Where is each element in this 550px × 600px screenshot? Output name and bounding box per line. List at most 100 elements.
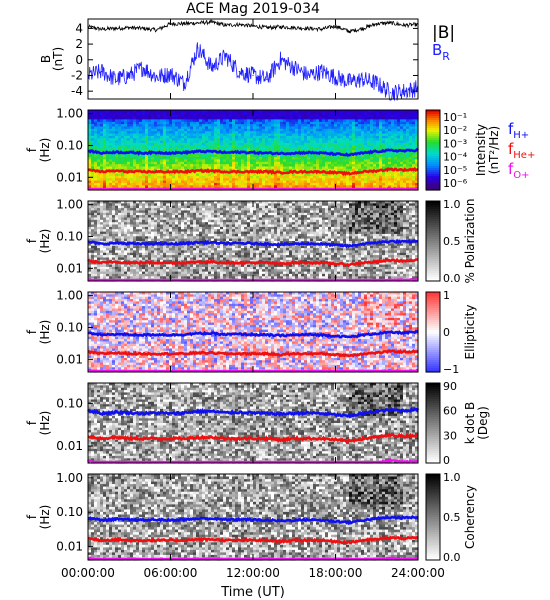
- panels: 420-2-4B(nT)|B|BR1.000.100.01f(Hz)10⁻¹10…: [25, 19, 535, 580]
- x-tick-label: 18:00:00: [309, 566, 363, 580]
- data-point-B_R: [307, 75, 308, 76]
- data-point-B_total: [197, 22, 198, 23]
- data-point-B_R: [211, 67, 212, 68]
- colorbar-tick-label: 10⁻¹: [443, 111, 467, 124]
- x-tick-label: 24:00:00: [391, 566, 445, 580]
- y-tick-label: 0: [75, 53, 83, 67]
- colorbar: 1 0 −1 Ellipticity: [426, 289, 477, 376]
- colorbar-tick-label: 0: [443, 326, 450, 339]
- colorbar-tick-label: 1.0: [443, 198, 461, 211]
- legend-B-R: BR: [432, 41, 450, 63]
- colorbar-tick-label: 10⁻⁶: [443, 177, 468, 190]
- colorbar-label: % Polarization: [463, 199, 477, 284]
- colorbar-tick-label: 30: [443, 429, 457, 442]
- data-point-B_R: [294, 67, 295, 68]
- y-tick-label: 0.01: [56, 352, 83, 366]
- colorbar-tick-label: −1: [443, 363, 459, 376]
- data-point-B_total: [156, 29, 157, 30]
- data-point-B_R: [390, 92, 391, 93]
- y-tick-label: 0.10: [56, 396, 83, 410]
- colorbar-tick-label: 10⁻³: [443, 137, 467, 150]
- y-axis-label: f(Hz): [25, 138, 52, 163]
- data-point-B_R: [335, 76, 336, 77]
- colorbar-tick-label: 0: [443, 454, 450, 467]
- data-point-B_total: [349, 31, 350, 32]
- y-tick-label: 0.01: [56, 261, 83, 275]
- x-tick-label: 00:00:00: [61, 566, 115, 580]
- data-point-B_total: [211, 22, 212, 23]
- data-point-B_R: [197, 47, 198, 48]
- panel-2: 1.000.100.01f(Hz)10⁻¹10⁻²10⁻³10⁻⁴10⁻⁵10⁻…: [25, 107, 535, 191]
- heatmap-cells: [88, 474, 419, 561]
- data-point-B_R: [156, 76, 157, 77]
- data-point-B_total: [335, 26, 336, 27]
- legend-B-total: |B|: [432, 23, 455, 43]
- colorbar-tick-label: 90: [443, 380, 457, 393]
- colorbar-tick-label: 0.5: [443, 235, 461, 248]
- legend-f_H: fH+: [508, 120, 529, 141]
- data-point-B_total: [225, 25, 226, 26]
- y-tick-label: 1.00: [56, 289, 83, 303]
- data-point-B_total: [142, 28, 143, 29]
- legend-f_O: fO+: [508, 160, 530, 181]
- colorbar-tick-label: 1: [443, 289, 450, 302]
- colorbar-tick-label: 0.0: [443, 551, 461, 564]
- y-tick-label: -2: [71, 68, 83, 82]
- x-tick-label: 06:00:00: [144, 566, 198, 580]
- data-point-B_total: [280, 26, 281, 27]
- colorbar: 90 60 30 0 k dot B(Deg): [426, 380, 490, 467]
- data-point-B_total: [115, 28, 116, 29]
- y-tick-label: 1.00: [56, 107, 83, 121]
- data-point-B_R: [142, 67, 143, 68]
- heatmap-cells: [88, 110, 419, 191]
- data-point-B_total: [239, 24, 240, 25]
- y-axis-label: f(Hz): [25, 229, 52, 254]
- y-tick-label: 0.01: [56, 439, 83, 453]
- data-point-B_total: [321, 29, 322, 30]
- colorbar: 10⁻¹10⁻²10⁻³10⁻⁴10⁻⁵10⁻⁶Intensity(nT²/Hz…: [426, 110, 501, 191]
- y-tick-label: 0.10: [56, 505, 83, 519]
- x-axis-label: Time (UT): [220, 585, 285, 600]
- data-point-B_total: [307, 28, 308, 29]
- data-point-B_R: [376, 83, 377, 84]
- colorbar-label: k dot B(Deg): [463, 402, 490, 444]
- data-point-B_total: [376, 23, 377, 24]
- data-point-B_total: [362, 28, 363, 29]
- data-point-B_R: [404, 91, 405, 92]
- y-tick-label: 0.10: [56, 229, 83, 243]
- data-point-B_total: [266, 27, 267, 28]
- colorbar-label: Intensity(nT²/Hz): [474, 124, 501, 176]
- x-tick-label: 12:00:00: [226, 566, 280, 580]
- colorbar-tick-label: 10⁻⁴: [443, 151, 468, 164]
- colorbar-tick-label: 10⁻²: [443, 124, 467, 137]
- data-point-B_R: [362, 79, 363, 80]
- heatmap-cells: [88, 383, 419, 464]
- y-tick-label: 1.00: [56, 198, 83, 212]
- y-tick-label: -4: [71, 84, 83, 98]
- data-point-B_total: [252, 26, 253, 27]
- y-axis-label: f(Hz): [25, 505, 52, 530]
- colorbar-tick-label: 60: [443, 405, 457, 418]
- panel-1: 420-2-4B(nT)|B|BR: [39, 19, 455, 101]
- data-point-B_R: [252, 75, 253, 76]
- plot-area: [88, 19, 418, 99]
- data-point-B_total: [404, 25, 405, 26]
- colorbar-label: Ellipticity: [463, 305, 477, 360]
- data-point-B_total: [129, 27, 130, 28]
- gyro-legend: fH+fHe+fO+: [508, 120, 535, 181]
- colorbar: 1.00.50.0% Polarization: [426, 198, 477, 285]
- legend-f_He: fHe+: [508, 140, 535, 161]
- panel-3: 1.000.100.01f(Hz)1.00.50.0% Polarization: [25, 198, 477, 285]
- data-point-B_total: [184, 23, 185, 24]
- data-point-B_total: [101, 29, 102, 30]
- y-axis-label: f(Hz): [25, 320, 52, 345]
- y-tick-label: 0.01: [56, 539, 83, 553]
- y-tick-label: 1.00: [56, 471, 83, 485]
- data-point-B_total: [294, 27, 295, 28]
- data-point-B_R: [321, 71, 322, 72]
- chart-title: ACE Mag 2019-034: [186, 1, 320, 17]
- y-tick-label: 0.10: [56, 138, 83, 152]
